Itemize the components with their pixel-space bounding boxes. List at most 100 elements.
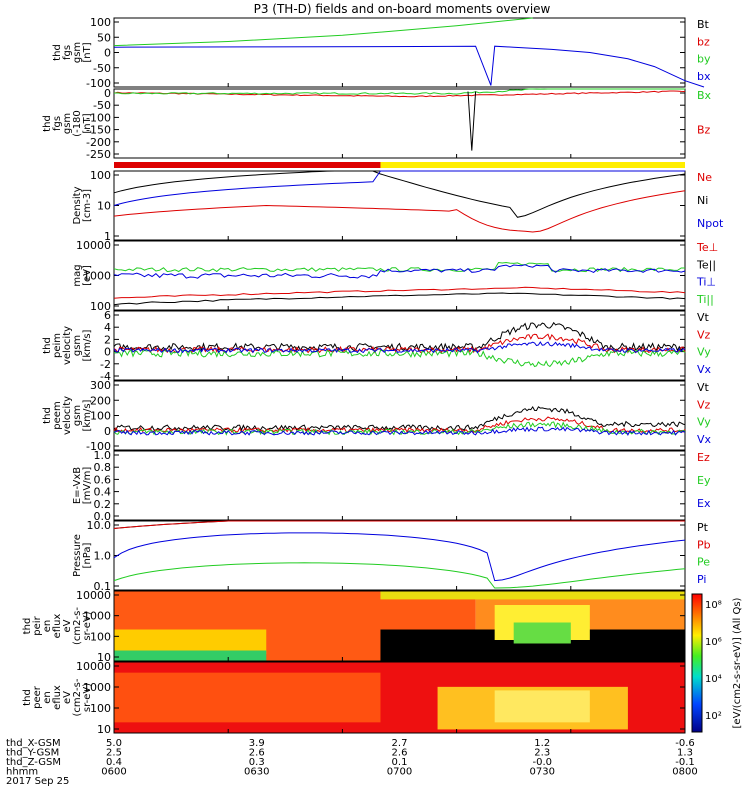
y-tick-label: 100 bbox=[90, 300, 111, 313]
legend-ni: Ni bbox=[697, 194, 708, 207]
y-tick-label: 1000 bbox=[83, 270, 111, 283]
plot-title: P3 (TH-D) fields and on-board moments ov… bbox=[254, 2, 551, 16]
axis-label: thd bbox=[42, 115, 53, 132]
legend-ey: Ey bbox=[697, 474, 711, 487]
trace-bz bbox=[113, 90, 686, 98]
colorbar bbox=[691, 593, 703, 733]
y-tick-label: 0 bbox=[104, 47, 111, 60]
y-tick-label: -2 bbox=[100, 358, 111, 371]
y-tick-label: -4 bbox=[100, 370, 111, 383]
legend-vt: Vt bbox=[697, 381, 710, 394]
legend-te||: Te|| bbox=[696, 258, 716, 271]
trace-tepar bbox=[113, 292, 686, 306]
spectrogram-band bbox=[380, 591, 685, 600]
legend-vx: Vx bbox=[697, 363, 712, 376]
y-tick-label: 6 bbox=[104, 309, 111, 322]
footer-value: 2.5 bbox=[106, 748, 122, 759]
panel-frame-fgs-zoom bbox=[113, 88, 686, 159]
legend-ez: Ez bbox=[697, 451, 710, 464]
trace-bx2 bbox=[113, 88, 685, 95]
legend-bt: Bt bbox=[697, 18, 710, 31]
x-tick-label: 0600 bbox=[101, 767, 126, 778]
axis-label: [nPa] bbox=[82, 542, 93, 568]
axis-label: [nT] bbox=[82, 113, 93, 133]
x-tick-label: 0730 bbox=[530, 767, 555, 778]
footer-row-label: hhmm bbox=[6, 767, 38, 778]
quality-bar-red bbox=[114, 162, 381, 168]
footer-value: 0.4 bbox=[106, 757, 122, 768]
legend-bx: bx bbox=[697, 70, 711, 83]
y-tick-label: 1000 bbox=[83, 610, 111, 623]
legend-ti⊥: Ti⊥ bbox=[696, 276, 716, 289]
trace-spike bbox=[467, 91, 477, 151]
trace-tipar bbox=[113, 261, 685, 273]
y-tick-label: -250 bbox=[86, 148, 111, 161]
y-tick-label: 4 bbox=[104, 321, 111, 334]
axis-label: peem bbox=[52, 401, 63, 429]
y-tick-label: 10.0 bbox=[87, 519, 112, 532]
y-tick-label: 200 bbox=[90, 394, 111, 407]
legend-vy: Vy bbox=[697, 416, 711, 429]
y-tick-label: 1 bbox=[104, 230, 111, 243]
spectrogram-band bbox=[114, 650, 267, 661]
y-tick-label: 300 bbox=[90, 379, 111, 392]
spectrogram-peer bbox=[114, 662, 685, 733]
colorbar-tick: 10⁸ bbox=[705, 600, 722, 611]
axis-label: [cm-3] bbox=[82, 189, 93, 222]
y-tick-label: 100 bbox=[90, 16, 111, 29]
y-tick-label: 10 bbox=[97, 651, 111, 664]
y-tick-label: 0.6 bbox=[94, 473, 112, 486]
legend-pi: Pi bbox=[697, 573, 706, 586]
axis-label: thd bbox=[42, 337, 53, 354]
y-tick-label: 10000 bbox=[76, 660, 111, 673]
panel-frame-peer bbox=[113, 661, 686, 734]
panel-frame-peir bbox=[113, 590, 686, 662]
axis-label: thd bbox=[22, 618, 33, 635]
axis-label: peim bbox=[52, 333, 63, 358]
trace-ni bbox=[113, 170, 686, 218]
x-tick-label: 0800 bbox=[672, 767, 697, 778]
axis-label: velocity bbox=[62, 326, 73, 365]
axis-label: en bbox=[42, 620, 53, 633]
axis-label: thd bbox=[52, 44, 63, 61]
footer-value: 1.2 bbox=[534, 738, 550, 749]
y-tick-label: 1.0 bbox=[94, 550, 112, 563]
panel-frame-pressure bbox=[113, 520, 686, 591]
date-label: 2017 Sep 25 bbox=[6, 776, 69, 787]
footer-value: 2.7 bbox=[392, 738, 408, 749]
trace-vt bbox=[113, 321, 686, 352]
axis-label: [nT] bbox=[82, 42, 93, 62]
legend-vy: Vy bbox=[697, 346, 711, 359]
y-tick-label: 100 bbox=[90, 169, 111, 182]
footer-value: 3.9 bbox=[249, 738, 265, 749]
axis-label: mag bbox=[72, 264, 83, 286]
axis-label: velocity bbox=[62, 396, 73, 435]
y-tick-label: -200 bbox=[86, 136, 111, 149]
footer-value: 0.1 bbox=[392, 757, 408, 768]
axis-label: en bbox=[42, 691, 53, 704]
trace-ne bbox=[113, 190, 686, 233]
trace-teperp bbox=[113, 286, 686, 299]
footer-row-label: thd_Z-GSM bbox=[6, 757, 61, 768]
spectrogram-band bbox=[114, 672, 381, 723]
x-tick-label: 0630 bbox=[244, 767, 269, 778]
y-tick-label: 50 bbox=[97, 31, 111, 44]
axis-label: eflux bbox=[52, 614, 63, 639]
axis-label: gsm bbox=[72, 405, 83, 426]
axis-label: thd bbox=[42, 407, 53, 424]
axis-label: [km/s] bbox=[82, 329, 93, 361]
axis-label: [km/s] bbox=[82, 399, 93, 431]
y-tick-label: 10 bbox=[97, 723, 111, 736]
axis-label: peer bbox=[32, 685, 43, 709]
legend-vx: Vx bbox=[697, 433, 712, 446]
spectrogram-band bbox=[513, 622, 571, 644]
footer-value: 1.3 bbox=[677, 748, 693, 759]
axis-label: Pressure bbox=[72, 534, 83, 577]
axis-label: (cm2-s- bbox=[72, 678, 83, 716]
y-tick-label: -100 bbox=[86, 111, 111, 124]
footer-value: 2.3 bbox=[534, 748, 550, 759]
x-tick-label: 0700 bbox=[387, 767, 412, 778]
footer-value: -0.1 bbox=[675, 757, 695, 768]
